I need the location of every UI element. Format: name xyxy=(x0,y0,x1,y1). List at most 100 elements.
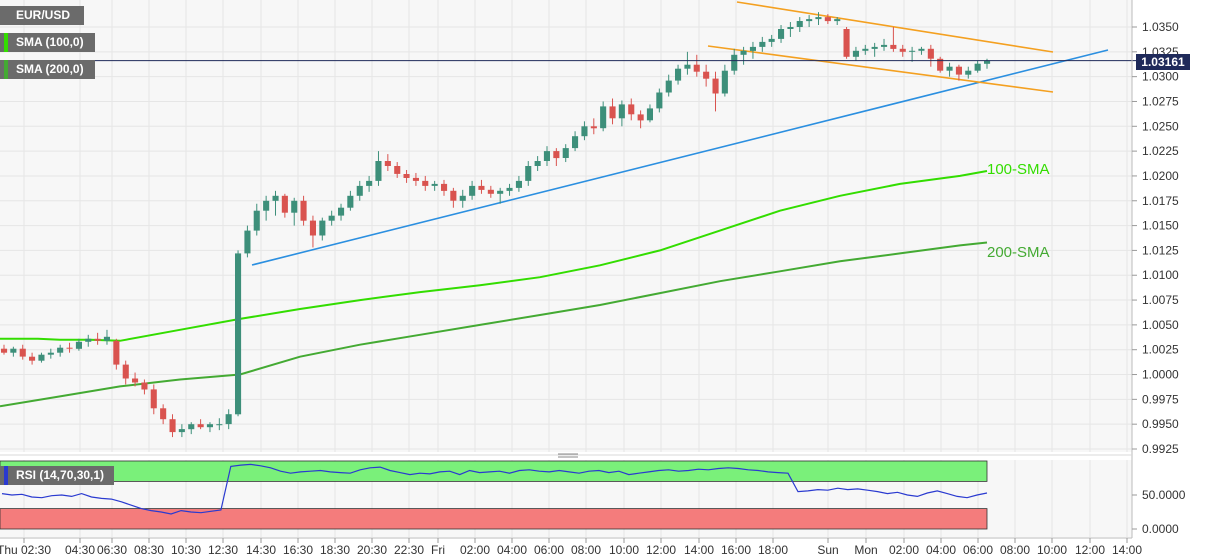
candle xyxy=(1,344,8,355)
candle xyxy=(600,101,607,132)
candle xyxy=(375,151,382,186)
candle-body xyxy=(309,220,316,236)
candle-body xyxy=(609,106,616,119)
candle xyxy=(731,48,738,75)
candle xyxy=(899,44,906,57)
candle xyxy=(328,210,335,226)
candle-body xyxy=(384,161,391,166)
sma100-legend[interactable]: SMA (100,0) xyxy=(0,33,95,52)
candle xyxy=(103,329,110,345)
candle-body xyxy=(665,80,672,93)
candle xyxy=(721,64,728,97)
y-tick-label: 0.9975 xyxy=(1142,392,1179,406)
candle xyxy=(441,179,448,196)
x-tick-label: 12:00 xyxy=(646,543,676,555)
candle-body xyxy=(459,195,466,201)
candle xyxy=(749,41,756,59)
rsi-panel: 50.0000 0.0000 xyxy=(0,460,1186,536)
candle xyxy=(319,217,326,241)
symbol-text: EUR/USD xyxy=(16,8,71,22)
candle-body xyxy=(235,253,242,415)
candle-body xyxy=(759,41,766,47)
x-tick-label: 06:00 xyxy=(963,543,993,555)
candle xyxy=(871,42,878,57)
y-tick-label: 1.0150 xyxy=(1142,219,1179,233)
candle xyxy=(132,372,139,387)
candle-body xyxy=(984,60,991,64)
channel-upper-line xyxy=(736,1,1054,53)
x-tick-label: 04:00 xyxy=(497,543,527,555)
candle xyxy=(637,110,644,129)
candle xyxy=(469,180,476,200)
candle-body xyxy=(366,180,373,186)
candle-body xyxy=(394,166,401,174)
x-tick-label: Thu 02:30 xyxy=(0,543,51,555)
candle xyxy=(862,44,869,55)
candle-body xyxy=(731,54,738,71)
sma200-annotation: 200-SMA xyxy=(987,244,1050,261)
candle xyxy=(29,352,36,365)
candle xyxy=(609,98,616,125)
candle-body xyxy=(834,19,841,22)
sma200-legend[interactable]: SMA (200,0) xyxy=(0,60,95,79)
candle xyxy=(506,183,513,196)
candle-body xyxy=(141,382,148,390)
candle xyxy=(225,409,232,430)
candle xyxy=(10,346,17,357)
candle xyxy=(66,342,73,353)
candle xyxy=(431,180,438,191)
x-tick-label: 14:00 xyxy=(1112,543,1142,555)
x-tick-label: 20:30 xyxy=(357,543,387,555)
rsi-legend[interactable]: RSI (14,70,30,1) xyxy=(0,466,114,485)
candle-body xyxy=(497,190,504,194)
candle xyxy=(515,175,522,192)
x-tick-label: Sun xyxy=(817,543,838,555)
candle xyxy=(562,144,569,163)
candle xyxy=(852,46,859,61)
candle-body xyxy=(188,424,195,430)
y-tick-label: 0.9950 xyxy=(1142,417,1179,431)
candle-body xyxy=(862,48,869,51)
candle xyxy=(487,185,494,198)
candle-body xyxy=(787,27,794,29)
candle-body xyxy=(553,151,560,159)
candle-body xyxy=(656,92,663,109)
candle xyxy=(768,34,775,47)
candle-body xyxy=(19,348,26,357)
candle-body xyxy=(178,429,185,433)
x-tick-label: 04:00 xyxy=(926,543,956,555)
symbol-label[interactable]: EUR/USD xyxy=(0,6,84,25)
x-tick-label: 18:00 xyxy=(758,543,788,555)
candle xyxy=(590,118,597,135)
candle-body xyxy=(338,207,345,216)
panel-resize-handle[interactable] xyxy=(558,453,578,458)
x-tick-label: 14:00 xyxy=(684,543,714,555)
candle-body xyxy=(75,341,82,349)
candle-body xyxy=(712,78,719,94)
y-tick-label: 0.9925 xyxy=(1142,442,1179,456)
price-axis: 1.03501.03251.03001.02751.02501.02251.02… xyxy=(1131,0,1179,538)
candle-body xyxy=(94,338,101,341)
candle-body xyxy=(113,340,120,365)
candle xyxy=(412,172,419,186)
candle xyxy=(918,46,925,55)
candle-body xyxy=(909,50,916,52)
rsi-tick-label: 0.0000 xyxy=(1142,522,1179,536)
candle-body xyxy=(225,414,232,425)
candle-body xyxy=(300,200,307,221)
candle-body xyxy=(375,161,382,181)
sma200-legend-text: SMA (200,0) xyxy=(16,62,84,76)
x-tick-label: 08:00 xyxy=(1000,543,1030,555)
candle-body xyxy=(806,19,813,22)
candle-body xyxy=(646,108,653,121)
candle-body xyxy=(253,210,260,231)
candle xyxy=(309,215,316,248)
candle xyxy=(806,15,813,27)
candle-body xyxy=(740,50,747,55)
candle-body xyxy=(403,174,410,178)
candle xyxy=(235,250,242,417)
candle-body xyxy=(347,195,354,208)
candle xyxy=(122,360,129,385)
sma200-swatch xyxy=(4,60,8,79)
